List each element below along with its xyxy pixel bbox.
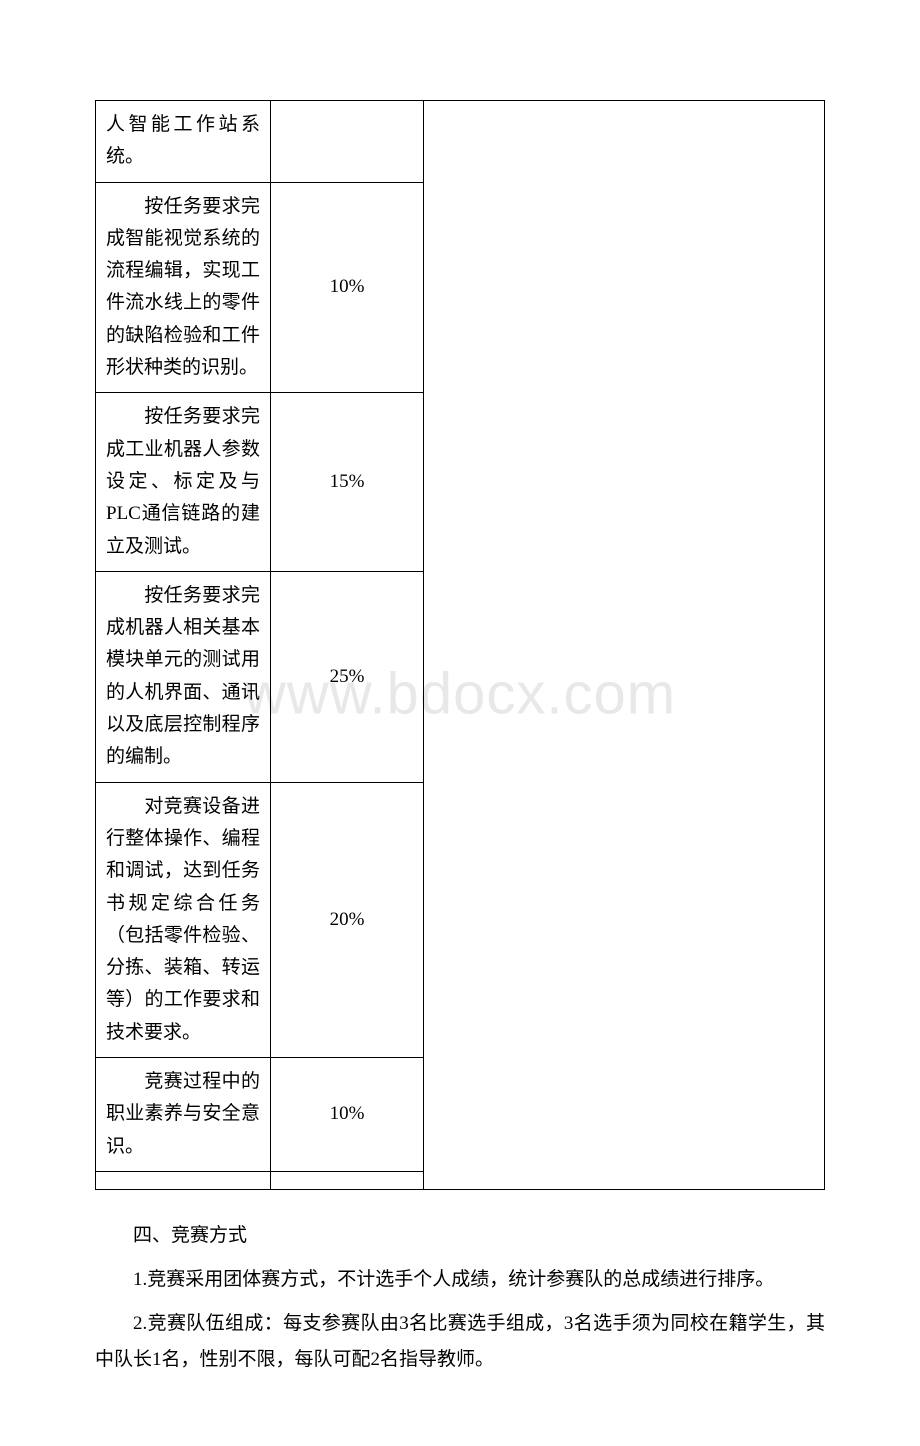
page-content: 人智能工作站系统。 按任务要求完成智能视觉系统的流程编辑，实现工件流水线上的零件… [95,100,825,1378]
task-cell: 人智能工作站系统。 [96,101,271,183]
percent-cell: 20% [270,782,423,1057]
merged-notes-cell [424,101,825,1190]
paragraph-text: 2.竞赛队伍组成：每支参赛队由3名比赛选手组成，3名选手须为同校在籍学生，其中队… [95,1306,825,1378]
paragraph-text: 1.竞赛采用团体赛方式，不计选手个人成绩，统计参赛队的总成绩进行排序。 [95,1262,825,1298]
section-heading: 四、竞赛方式 [95,1218,825,1254]
percent-cell: 15% [270,393,423,571]
percent-cell: 10% [270,1058,423,1172]
paragraph-section: 四、竞赛方式 1.竞赛采用团体赛方式，不计选手个人成绩，统计参赛队的总成绩进行排… [95,1218,825,1378]
task-cell: 按任务要求完成机器人相关基本模块单元的测试用的人机界面、通讯以及底层控制程序的编… [96,571,271,782]
empty-cell [270,1171,423,1189]
percent-cell: 25% [270,571,423,782]
percent-cell: 10% [270,182,423,393]
task-cell: 按任务要求完成智能视觉系统的流程编辑，实现工件流水线上的零件的缺陷检验和工件形状… [96,182,271,393]
empty-cell [96,1171,271,1189]
task-cell: 竞赛过程中的职业素养与安全意识。 [96,1058,271,1172]
table-row: 人智能工作站系统。 [96,101,825,183]
task-cell: 按任务要求完成工业机器人参数设定、标定及与PLC通信链路的建立及测试。 [96,393,271,571]
percent-cell [270,101,423,183]
task-cell: 对竞赛设备进行整体操作、编程和调试，达到任务书规定综合任务（包括零件检验、分拣、… [96,782,271,1057]
scoring-table: 人智能工作站系统。 按任务要求完成智能视觉系统的流程编辑，实现工件流水线上的零件… [95,100,825,1190]
